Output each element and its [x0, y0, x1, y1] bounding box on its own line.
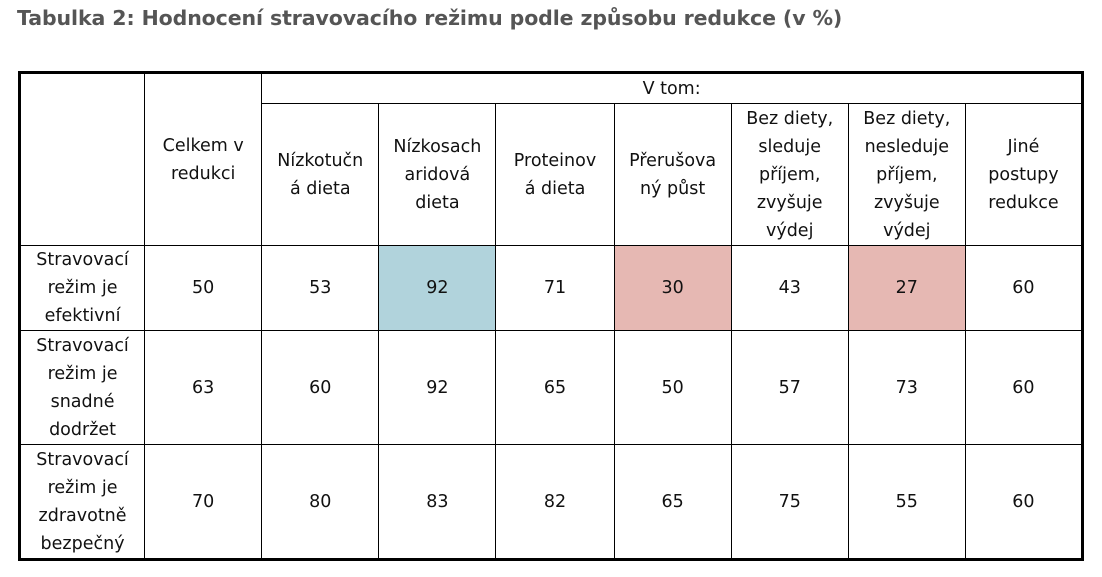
- header-row-group: Celkem v redukci V tom:: [18, 72, 1083, 246]
- table-cell: 53: [261, 245, 380, 331]
- table-cell-highlighted: 30: [613, 245, 732, 331]
- table-cell: 50: [144, 245, 263, 331]
- table-cell: 65: [613, 444, 732, 560]
- table-cell: 83: [378, 444, 497, 560]
- row-label: Stravovací režim je efektivní: [18, 245, 146, 331]
- table-row: Stravovací režim je efektivní 50 53 92 7…: [18, 245, 1084, 331]
- table-cell: 60: [964, 444, 1084, 560]
- row-label: Stravovací režim je zdravotně bezpečný: [18, 444, 146, 560]
- table-cell: 43: [730, 245, 849, 331]
- column-header: Přerušova ný půst: [613, 103, 732, 246]
- table-cell: 60: [964, 245, 1084, 331]
- table-cell: 50: [613, 330, 732, 445]
- table-cell: 63: [144, 330, 263, 445]
- header-row-columns: Nízkotučn á dieta Nízkosach aridová diet…: [20, 103, 1084, 246]
- table-cell: 57: [730, 330, 849, 445]
- page-title: Tabulka 2: Hodnocení stravovacího režimu…: [17, 6, 843, 30]
- table-row: Stravovací režim je zdravotně bezpečný 7…: [18, 444, 1084, 560]
- table-cell: 55: [847, 444, 966, 560]
- header-group: V tom:: [261, 72, 1083, 104]
- header-total: Celkem v redukci: [144, 72, 263, 246]
- table-cell: 92: [378, 330, 497, 445]
- corner-cell: [18, 72, 146, 246]
- table-cell: 70: [144, 444, 263, 560]
- table-cell-highlighted: 92: [378, 245, 497, 331]
- table-cell: 71: [495, 245, 615, 331]
- column-header: Proteinov á dieta: [495, 103, 615, 246]
- column-header: Bez diety, sleduje příjem, zvyšuje výdej: [730, 103, 849, 246]
- table-cell: 60: [261, 330, 380, 445]
- column-header: Nízkosach aridová dieta: [378, 103, 497, 246]
- table-cell-highlighted: 27: [847, 245, 966, 331]
- table-cell: 60: [964, 330, 1084, 445]
- table-cell: 75: [730, 444, 849, 560]
- column-header: Bez diety, nesleduje příjem, zvyšuje výd…: [847, 103, 966, 246]
- data-table: Celkem v redukci V tom: Nízkotučn á diet…: [18, 71, 1084, 561]
- table-cell: 73: [847, 330, 966, 445]
- column-header: Nízkotučn á dieta: [261, 103, 380, 246]
- table-cell: 80: [261, 444, 380, 560]
- table-cell: 65: [495, 330, 615, 445]
- table-row: Stravovací režim je snadné dodržet 63 60…: [18, 330, 1084, 445]
- column-header: Jiné postupy redukce: [964, 103, 1084, 246]
- table-cell: 82: [495, 444, 615, 560]
- row-label: Stravovací režim je snadné dodržet: [18, 330, 146, 445]
